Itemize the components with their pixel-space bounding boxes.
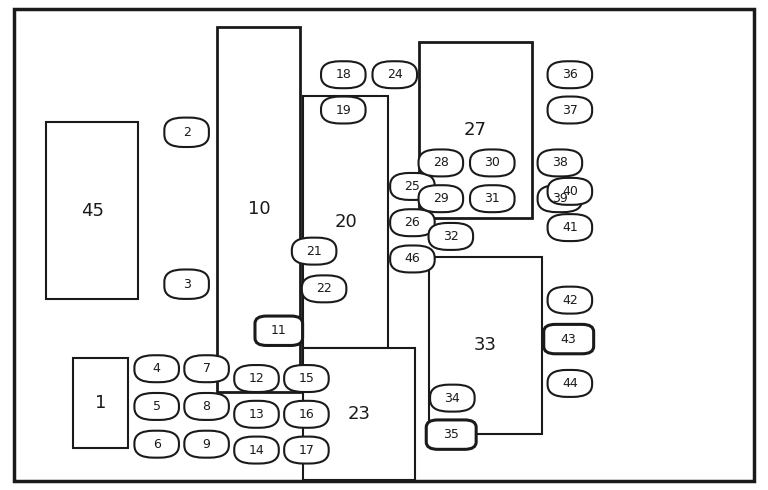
FancyBboxPatch shape	[538, 149, 582, 176]
Bar	[46, 122, 138, 299]
FancyBboxPatch shape	[548, 97, 592, 123]
Text: 41: 41	[562, 221, 578, 234]
FancyBboxPatch shape	[419, 149, 463, 176]
Bar	[73, 358, 128, 448]
FancyBboxPatch shape	[255, 316, 303, 345]
FancyBboxPatch shape	[548, 61, 592, 88]
FancyBboxPatch shape	[284, 365, 329, 392]
FancyBboxPatch shape	[321, 61, 366, 88]
Text: 19: 19	[336, 103, 351, 117]
FancyBboxPatch shape	[390, 173, 435, 200]
FancyBboxPatch shape	[548, 178, 592, 205]
Text: 45: 45	[81, 202, 104, 220]
FancyBboxPatch shape	[234, 437, 279, 464]
Text: 5: 5	[153, 400, 161, 413]
Text: 17: 17	[299, 443, 314, 457]
Text: 33: 33	[474, 337, 497, 354]
Text: 4: 4	[153, 362, 161, 375]
Bar	[303, 348, 415, 480]
Text: 35: 35	[443, 428, 459, 441]
FancyBboxPatch shape	[429, 223, 473, 250]
FancyBboxPatch shape	[372, 61, 417, 88]
FancyBboxPatch shape	[548, 214, 592, 241]
FancyBboxPatch shape	[134, 393, 179, 420]
FancyBboxPatch shape	[302, 275, 346, 302]
Text: 44: 44	[562, 377, 578, 390]
Bar	[217, 27, 300, 392]
Text: 30: 30	[485, 156, 500, 170]
Text: 11: 11	[271, 324, 286, 337]
Text: 24: 24	[387, 68, 402, 81]
FancyBboxPatch shape	[234, 365, 279, 392]
Text: 28: 28	[433, 156, 449, 170]
FancyBboxPatch shape	[284, 437, 329, 464]
FancyBboxPatch shape	[134, 431, 179, 458]
Text: 20: 20	[334, 213, 357, 231]
FancyBboxPatch shape	[390, 245, 435, 272]
Text: 22: 22	[316, 282, 332, 295]
Text: 3: 3	[183, 278, 190, 291]
Text: 34: 34	[445, 392, 460, 405]
FancyBboxPatch shape	[470, 185, 515, 212]
FancyBboxPatch shape	[470, 149, 515, 176]
FancyBboxPatch shape	[134, 355, 179, 382]
Text: 10: 10	[247, 200, 270, 219]
Text: 32: 32	[443, 230, 458, 243]
Text: 43: 43	[561, 333, 577, 345]
Text: 14: 14	[249, 443, 264, 457]
FancyBboxPatch shape	[284, 401, 329, 428]
Text: 25: 25	[405, 180, 420, 193]
FancyBboxPatch shape	[234, 401, 279, 428]
Text: 13: 13	[249, 408, 264, 421]
FancyBboxPatch shape	[321, 97, 366, 123]
Text: 2: 2	[183, 126, 190, 139]
Text: 12: 12	[249, 372, 264, 385]
Bar	[429, 257, 542, 434]
FancyBboxPatch shape	[430, 385, 475, 412]
FancyBboxPatch shape	[548, 370, 592, 397]
FancyBboxPatch shape	[184, 393, 229, 420]
FancyBboxPatch shape	[184, 355, 229, 382]
Text: 6: 6	[153, 438, 161, 451]
Bar	[419, 42, 532, 218]
Text: 31: 31	[485, 192, 500, 205]
FancyBboxPatch shape	[390, 209, 435, 236]
Text: 15: 15	[299, 372, 314, 385]
Bar	[303, 96, 388, 348]
Text: 7: 7	[203, 362, 210, 375]
FancyBboxPatch shape	[292, 238, 336, 265]
FancyBboxPatch shape	[544, 324, 594, 354]
FancyBboxPatch shape	[419, 185, 463, 212]
Text: 38: 38	[552, 156, 568, 170]
Text: 36: 36	[562, 68, 578, 81]
Text: 8: 8	[203, 400, 210, 413]
FancyBboxPatch shape	[164, 270, 209, 299]
Text: 9: 9	[203, 438, 210, 451]
Text: 42: 42	[562, 294, 578, 307]
FancyBboxPatch shape	[548, 287, 592, 314]
Text: 18: 18	[336, 68, 351, 81]
FancyBboxPatch shape	[164, 118, 209, 147]
FancyBboxPatch shape	[538, 185, 582, 212]
FancyBboxPatch shape	[426, 420, 476, 449]
Text: 1: 1	[95, 394, 106, 412]
Text: 21: 21	[306, 245, 322, 258]
Text: 16: 16	[299, 408, 314, 421]
Text: 37: 37	[562, 103, 578, 117]
Text: 26: 26	[405, 216, 420, 229]
Text: 29: 29	[433, 192, 449, 205]
Text: 46: 46	[405, 252, 420, 266]
Text: 39: 39	[552, 192, 568, 205]
FancyBboxPatch shape	[184, 431, 229, 458]
Text: 27: 27	[464, 121, 487, 139]
Text: 23: 23	[348, 405, 370, 423]
Text: 40: 40	[562, 185, 578, 198]
